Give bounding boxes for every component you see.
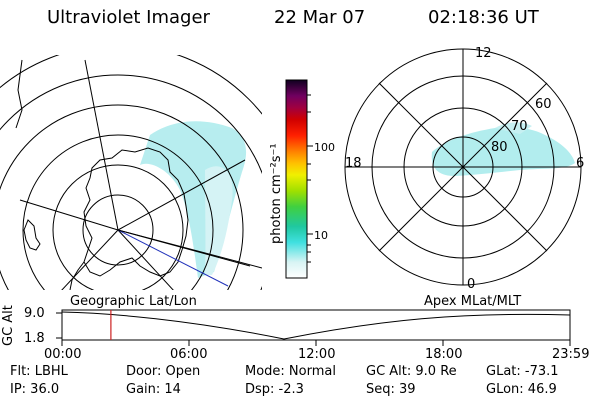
south-america-coastline — [23, 219, 41, 251]
time-label: 02:18:36 UT — [428, 7, 539, 28]
date-label: 22 Mar 07 — [274, 7, 366, 28]
info-gain: Gain: 14 — [126, 382, 181, 397]
mlt-label-bottom: 0 — [467, 277, 476, 292]
info-glat: GLat: -73.1 — [486, 364, 559, 379]
colorbar-tick-label: 10 — [314, 229, 328, 242]
colorbar — [285, 79, 313, 279]
info-mode: Mode: Normal — [245, 364, 336, 379]
info-flt: Flt: LBHL — [10, 364, 68, 379]
mlt-label-right: 6 — [576, 156, 585, 171]
alt-tick-high: 9.0 — [24, 306, 45, 321]
time-tick: 18:00 — [425, 347, 463, 362]
time-tick: 23:59 — [552, 347, 590, 362]
time-tick: 12:00 — [298, 347, 336, 362]
geographic-label: Geographic Lat/Lon — [70, 294, 197, 309]
lat-label-70: 70 — [511, 119, 528, 134]
antarctica-coastline — [83, 147, 189, 277]
mlt-label-top: 12 — [475, 46, 492, 61]
time-tick: 00:00 — [44, 347, 82, 362]
lat-label-80: 80 — [491, 140, 508, 155]
aurora-oval-polar — [431, 127, 575, 176]
apex-label: Apex MLat/MLT — [424, 294, 522, 309]
info-dsp: Dsp: -2.3 — [245, 382, 304, 397]
mlt-label-left: 18 — [345, 156, 362, 171]
info-glon: GLon: 46.9 — [486, 382, 557, 397]
lat-label-60: 60 — [535, 97, 552, 112]
info-seq: Seq: 39 — [366, 382, 416, 397]
colorbar-tick-label: 100 — [314, 141, 335, 154]
info-door: Door: Open — [126, 364, 201, 379]
colorbar-unit-label: photon cm⁻²s⁻¹ — [269, 143, 284, 244]
alt-tick-low: 1.8 — [24, 331, 45, 346]
geographic-map — [0, 55, 262, 290]
satellite-track — [117, 229, 229, 287]
info-gc-alt: GC Alt: 9.0 Re — [366, 364, 457, 379]
polar-mlt-plot — [344, 48, 582, 286]
app-title: Ultraviolet Imager — [47, 7, 210, 28]
altitude-curve — [61, 311, 571, 340]
alt-axis-label: GC Alt — [1, 305, 16, 346]
orbit-panel — [56, 309, 571, 346]
time-tick: 06:00 — [170, 347, 208, 362]
aurora-oval-geo — [140, 121, 247, 278]
info-ip: IP: 36.0 — [10, 382, 60, 397]
